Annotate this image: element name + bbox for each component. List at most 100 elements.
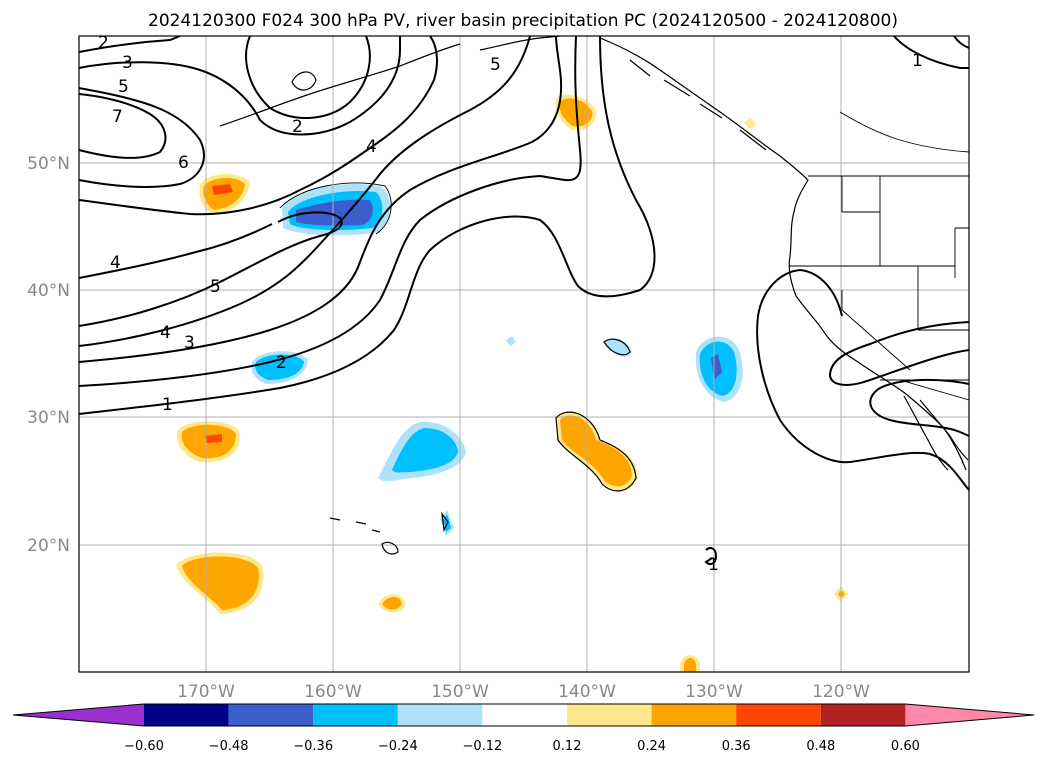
contour-label: 5 [118, 77, 129, 97]
colorbar-tick-label: 0.48 [806, 739, 835, 754]
lon-label: 140°W [558, 682, 616, 702]
negative-anomaly-patch [506, 336, 516, 346]
patch-outline [279, 182, 392, 235]
colorbar-segment [144, 704, 229, 726]
aleutian-coast [219, 43, 461, 127]
pv-contour-16 [869, 378, 970, 437]
pv-contour-2 [78, 35, 582, 387]
colorbar-segment [736, 704, 821, 726]
pv-contour-10 [78, 36, 401, 136]
colorbar-tick-label: −0.36 [293, 739, 333, 754]
pv-contour-3 [78, 35, 563, 363]
pv-contour-7 [78, 35, 438, 216]
pv-contour-18 [799, 269, 843, 317]
lat-labels: 50°N 40°N 30°N 20°N [27, 154, 70, 556]
pv-contour-9 [78, 93, 167, 159]
pv-contours [78, 35, 970, 565]
positive-anomaly-patch [382, 596, 402, 610]
lon-label: 150°W [431, 682, 489, 702]
contour-labels: 2 3 5 7 2 6 4 4 5 4 3 2 1 5 1 1 [98, 33, 923, 575]
contour-label: 4 [110, 253, 121, 273]
map-frame [78, 35, 970, 673]
positive-anomaly-patch [744, 118, 756, 130]
colorbar-outline [12, 703, 1035, 727]
pv-contour-19 [704, 547, 718, 565]
colorbar-max-extend [905, 704, 1034, 726]
contour-label: 5 [490, 55, 501, 75]
province-border [839, 111, 970, 153]
colorbar-segment [651, 704, 737, 726]
lon-label: 170°W [177, 682, 235, 702]
colorbar-tick-label: −0.60 [124, 739, 164, 754]
pv-contour-17 [756, 269, 970, 491]
pv-contour-13 [893, 35, 969, 69]
colorbar-tick-label: 0.36 [722, 739, 751, 754]
lon-labels: 170°W 160°W 150°W 140°W 130°W 120°W [177, 682, 870, 702]
pv-contour-8 [78, 87, 205, 188]
baja-coast [903, 395, 969, 471]
positive-anomaly-patch [212, 184, 233, 195]
pv-contour-15 [828, 321, 970, 386]
alaska-coast [479, 35, 561, 51]
coastal-islands [629, 59, 767, 151]
lat-label: 20°N [27, 536, 70, 556]
positive-anomaly-patch [684, 658, 696, 672]
lat-label: 40°N [27, 281, 70, 301]
colorbar-segment [397, 704, 483, 726]
colorbar-segment [313, 704, 398, 726]
lon-label: 160°W [304, 682, 362, 702]
colorbar-segment [567, 704, 652, 726]
contour-outline [555, 411, 637, 492]
pv-contour-5 [78, 211, 343, 327]
hawaii-islands [329, 517, 399, 555]
lon-label: 130°W [685, 682, 743, 702]
pv-contour-12 [78, 35, 181, 53]
colorbar-tick-label: 0.60 [891, 739, 920, 754]
contour-label: 2 [276, 353, 287, 373]
island [291, 71, 317, 91]
contour-label: 3 [184, 333, 195, 353]
colorbar-tick-label: −0.12 [462, 739, 502, 754]
positive-anomaly-patch [560, 415, 632, 487]
pv-contour-1 [78, 35, 656, 415]
pv-contour-14 [953, 35, 970, 49]
island-outline [603, 338, 631, 356]
contour-label: 1 [912, 51, 923, 71]
contour-label: 2 [292, 117, 303, 137]
positive-anomaly-patch [205, 434, 222, 443]
colorbar-segment [228, 704, 314, 726]
contour-label: 3 [122, 53, 133, 73]
map-title: 2024120300 F024 300 hPa PV, river basin … [148, 11, 898, 31]
lon-label: 120°W [812, 682, 870, 702]
contour-label: 1 [162, 395, 173, 415]
colorbar: −0.60 −0.48 −0.36 −0.24 −0.12 0.12 0.24 … [12, 703, 1035, 754]
precip-shading [176, 94, 848, 672]
lat-label: 50°N [27, 154, 70, 174]
contour-label: 7 [112, 107, 123, 127]
island [441, 511, 449, 533]
lat-label: 30°N [27, 408, 70, 428]
negative-anomaly-patch [255, 354, 304, 380]
colorbar-segment [820, 704, 906, 726]
colorbar-segment [482, 704, 567, 726]
negative-anomaly-patch [392, 428, 458, 473]
pv-contour-4 [78, 35, 531, 347]
contour-label: 5 [210, 277, 221, 297]
negative-anomaly-patch [604, 337, 632, 357]
contour-label: 4 [160, 323, 171, 343]
colorbar-tick-label: −0.48 [209, 739, 249, 754]
contour-label: 4 [366, 137, 377, 157]
coastlines [219, 35, 969, 555]
pv-contour-6 [78, 223, 273, 279]
contour-label: 1 [708, 555, 719, 575]
positive-anomaly-patch [182, 556, 259, 610]
contour-label: 2 [98, 33, 109, 53]
contour-label: 6 [178, 153, 189, 173]
gridlines [79, 36, 969, 672]
pv-contour-11 [245, 35, 371, 119]
colorbar-tick-label: 0.24 [637, 739, 666, 754]
west-coast [599, 37, 967, 471]
colorbar-tick-label: 0.12 [553, 739, 582, 754]
colorbar-tick-label: −0.24 [378, 739, 418, 754]
